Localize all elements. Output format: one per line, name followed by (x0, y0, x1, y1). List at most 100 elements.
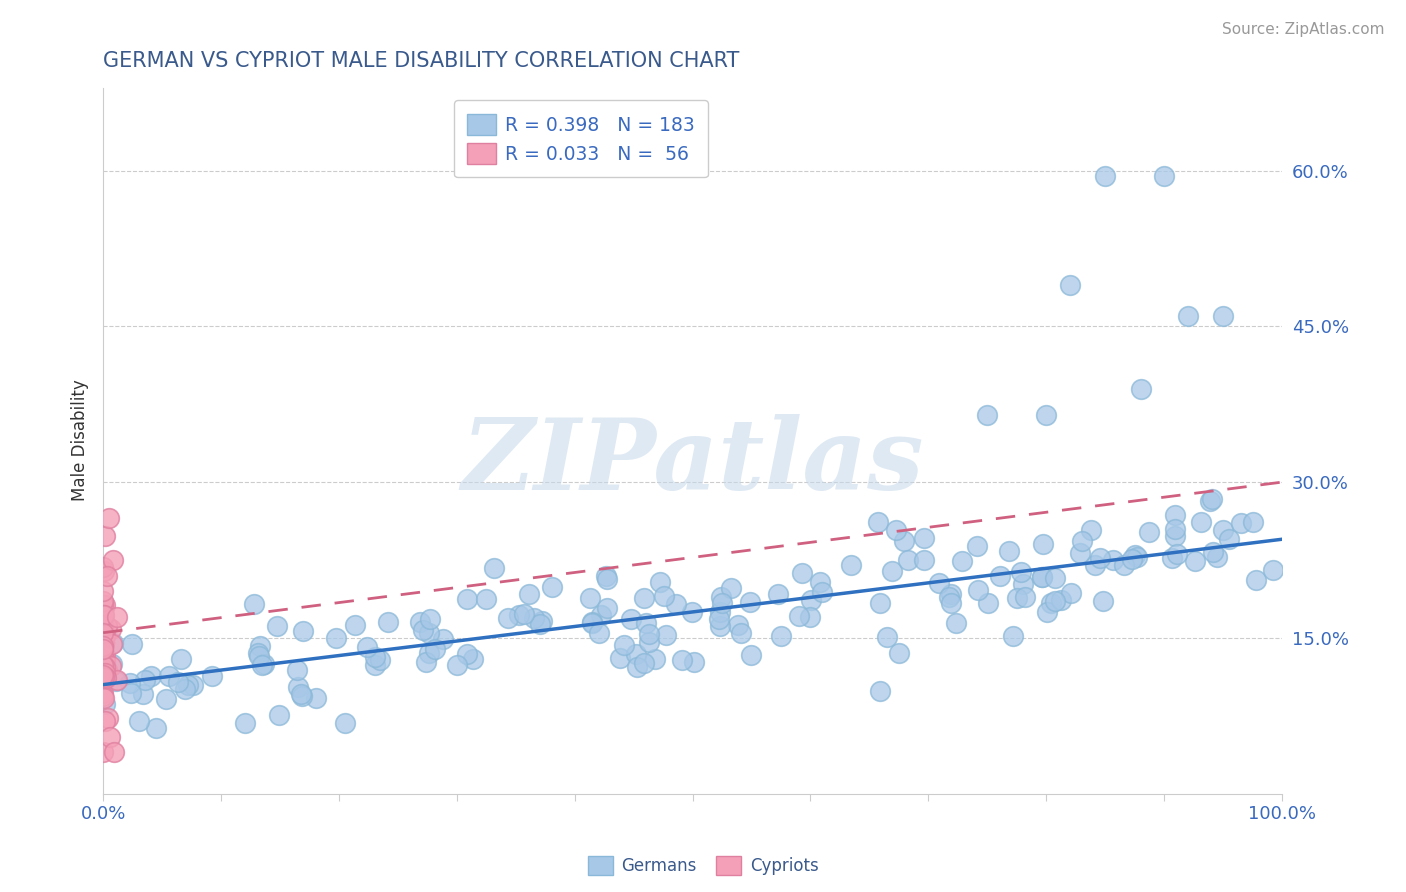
Point (579, 591, 602, 605)
Point (652, 589, 675, 603)
Point (105, 673, 128, 687)
Point (683, 655, 706, 669)
Point (243, 597, 266, 611)
Point (769, 629, 792, 643)
Point (157, 669, 180, 683)
Point (93, 608, 115, 623)
Point (665, 597, 688, 611)
Point (681, 605, 703, 619)
Point (94, 629, 117, 643)
Point (720, 581, 742, 595)
Point (1045, 571, 1067, 585)
Point (626, 660, 648, 674)
Point (325, 631, 347, 645)
Point (595, 601, 617, 615)
Point (247, 649, 270, 664)
Point (246, 647, 269, 661)
Point (121, 636, 143, 650)
Point (810, 584, 832, 599)
Point (93, 659, 115, 673)
Point (633, 656, 655, 670)
Point (104, 673, 127, 688)
Point (1125, 548, 1147, 562)
Point (638, 626, 661, 640)
Point (1121, 552, 1143, 566)
Point (91, 689, 114, 703)
Point (432, 632, 454, 646)
Text: Source: ZipAtlas.com: Source: ZipAtlas.com (1222, 22, 1385, 37)
Point (93, 652, 115, 666)
Point (1166, 547, 1188, 561)
Point (508, 607, 530, 622)
Point (100, 622, 122, 636)
Point (912, 553, 935, 567)
Point (93, 663, 115, 677)
Point (97, 711, 120, 725)
Point (620, 612, 643, 626)
Point (456, 592, 478, 607)
Point (529, 616, 551, 631)
Point (91, 560, 114, 574)
Point (269, 708, 291, 723)
Point (93, 670, 115, 684)
Point (1059, 277, 1081, 292)
Point (613, 638, 636, 652)
Point (1241, 516, 1264, 530)
Point (418, 646, 440, 660)
Point (91, 646, 114, 660)
Point (1102, 552, 1125, 566)
Point (884, 523, 907, 537)
Point (730, 626, 752, 640)
Point (1125, 550, 1147, 565)
Point (1001, 629, 1024, 643)
Point (671, 653, 693, 667)
Point (710, 596, 733, 610)
Point (456, 647, 478, 661)
Point (1164, 522, 1187, 536)
Point (998, 543, 1021, 558)
Text: ZIPatlas: ZIPatlas (461, 414, 924, 510)
Point (808, 574, 831, 589)
Point (181, 678, 204, 692)
Point (96, 663, 118, 677)
Point (93, 745, 115, 759)
Point (876, 630, 898, 644)
Point (94, 665, 117, 680)
Point (1071, 534, 1094, 549)
Point (1153, 169, 1175, 183)
Point (519, 586, 541, 600)
Point (368, 653, 391, 667)
Point (655, 627, 678, 641)
Point (105, 610, 128, 624)
Point (91, 613, 114, 627)
Point (966, 583, 988, 598)
Point (1035, 408, 1057, 422)
Point (463, 652, 485, 666)
Point (1088, 551, 1111, 566)
Point (139, 669, 162, 683)
Point (96, 568, 118, 582)
Point (93, 619, 115, 633)
Point (709, 618, 731, 632)
Point (93, 654, 115, 668)
Point (869, 684, 891, 698)
Point (93, 666, 115, 681)
Point (415, 655, 437, 669)
Point (134, 673, 156, 687)
Point (839, 558, 862, 572)
Point (1189, 515, 1212, 529)
Point (707, 612, 730, 626)
Point (364, 649, 387, 664)
Point (1202, 544, 1225, 558)
Point (1212, 309, 1234, 323)
Point (91, 640, 114, 654)
Point (581, 615, 603, 630)
Point (977, 596, 1000, 610)
Point (285, 663, 308, 677)
Point (1160, 551, 1182, 566)
Point (1184, 554, 1206, 568)
Point (1164, 528, 1187, 542)
Point (938, 591, 960, 605)
Point (128, 714, 150, 728)
Point (305, 690, 328, 705)
